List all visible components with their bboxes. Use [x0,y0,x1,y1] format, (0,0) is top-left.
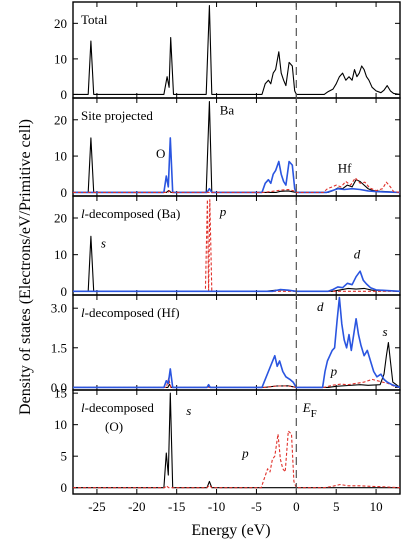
x-tick-label: -5 [251,499,262,514]
x-tick-label: 5 [333,499,340,514]
annotation-d: d [354,246,361,261]
annotation-s: s [101,235,106,250]
y-tick-label: 20 [54,211,67,226]
panel-frame [72,1,401,99]
y-tick-label: 10 [54,149,67,164]
annotation-e: EF [302,400,317,420]
y-tick-label: 10 [54,247,67,262]
annotation-p: p [330,363,338,378]
x-tick-label: -25 [88,499,105,514]
series-group [73,101,400,194]
panel-subtitle: (O) [105,419,123,434]
series-line-p [73,430,400,489]
y-tick-label: 0 [61,284,68,299]
annotation-s: s [382,324,387,339]
y-tick-label: 10 [54,417,67,432]
y-tick-label: 0 [61,480,68,495]
y-tick-label: 20 [54,16,67,31]
series-line [73,5,400,95]
panel-site: 0 10 20 Site projected O Ba Hf [54,97,401,200]
annotation-d: d [317,299,324,314]
series-group [73,392,400,489]
panel-hf: 0.0 1.5 3.0 l-decomposed (Hf) d p s [51,294,401,395]
annotation-s: s [186,403,191,418]
series-line-s [73,235,400,292]
y-axis-label: Density of states (Electrons/eV/Primitiv… [17,119,34,415]
annotation-p: p [241,445,249,460]
annotation-o: O [156,146,165,161]
panel-title: l-decomposed (Ba) [81,206,180,221]
panel-title: l-decomposed [81,400,154,415]
panel-frame [72,389,401,495]
panel-ba: 0 10 20 l-decomposed (Ba) s p d [54,195,401,299]
panel-title: l-decomposed (Hf) [81,305,180,320]
y-tick-label: 15 [54,386,67,401]
x-tick-label: 0 [293,499,300,514]
series-line-p [73,377,400,388]
series-group [73,5,400,95]
x-tick-label: 10 [370,499,383,514]
x-tick-label: -15 [168,499,185,514]
panel-title: Total [81,12,108,27]
annotation-hf: Hf [338,160,352,175]
annotation-p: p [219,204,227,219]
y-tick-label: 1.5 [51,340,67,355]
x-tick-label: -10 [208,499,225,514]
y-tick-label: 3.0 [51,301,67,316]
y-tick-label: 0.0 [51,380,67,395]
panel-o: 0 5 10 15 l-decomposed (O) s p EF -25 -20 -15 -10 -5 0… [54,386,401,514]
panels-group: 0 10 20 Total 0 10 20 Site projected O Ba Hf 0 10 20 l… [51,1,401,514]
series-line-s [73,392,400,489]
panel-total: 0 10 20 Total [54,1,401,102]
panel-title: Site projected [81,108,153,123]
x-axis-label: Energy (eV) [191,522,270,539]
annotation-ba: Ba [220,102,235,117]
y-tick-label: 20 [54,112,67,127]
y-tick-label: 10 [54,51,67,66]
series-line-d [73,270,400,293]
y-tick-label: 0 [61,185,68,200]
series-line-hf [73,177,400,193]
y-tick-label: 0 [61,87,68,102]
series-group [73,296,400,389]
series-line-d [73,296,400,389]
y-tick-label: 5 [61,449,68,464]
x-tick-label: -20 [128,499,145,514]
